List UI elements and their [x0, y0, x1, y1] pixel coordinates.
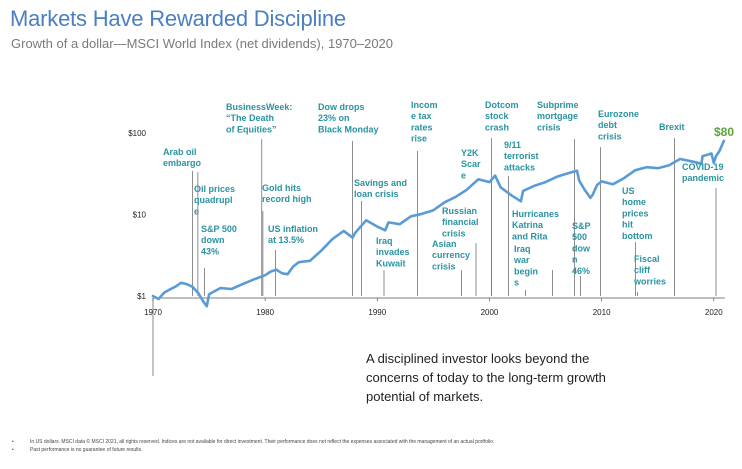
annotation-label: Iraq war begin s: [513, 244, 538, 288]
annotation-labels: Arab oil embargo Oil prices quadrupl e S&P 50…: [163, 100, 724, 288]
annotation-label: Iraq invades Kuwait: [376, 236, 410, 268]
x-tick-label: 2020: [705, 308, 723, 317]
annotation-label: Russian financial crisis: [442, 206, 479, 238]
annotation-label: Eurozone debt crisis: [598, 109, 639, 141]
annotation-label: Y2K Scar e: [461, 148, 481, 180]
annotation-label: COVID-19 pandemic: [682, 162, 724, 183]
annotation-lines: [192, 138, 717, 296]
annotation-label: Dow drops 23% on Black Monday: [318, 102, 379, 134]
annotation-label: S&P 500 down 43%: [201, 224, 237, 256]
y-tick-label: $1: [137, 292, 146, 301]
x-tick-label: 2010: [593, 308, 611, 317]
annotation-label: Incom e tax rates rise: [411, 100, 438, 144]
chart-title: Markets Have Rewarded Discipline: [10, 6, 346, 31]
series-layer: $80: [151, 125, 734, 308]
annotation-label: Dotcom stock crash: [485, 100, 519, 132]
x-tick-label: 1970: [144, 308, 162, 317]
annotation-label: Oil prices quadrupl e: [194, 184, 235, 216]
x-tick-label: 2000: [481, 308, 499, 317]
annotation-label: 9/11 terrorist attacks: [504, 140, 539, 172]
annotation-label: Fiscal cliff worries: [633, 254, 666, 286]
annotation-label: Subprime mortgage crisis: [537, 100, 579, 132]
annotation-label: S&P 500 dow n 46%: [572, 221, 591, 276]
footnote-1: • In US dollars. MSCI data © MSCI 2021, a…: [12, 439, 495, 445]
x-tick-label: 1980: [256, 308, 274, 317]
chart-axes: $1 $10 $100 1970 1980 1990 2000 2010 2020: [128, 129, 725, 376]
footnote-2: • Past performance is no guarantee of fut…: [12, 447, 143, 453]
series-line: [151, 139, 726, 308]
footnote-2-text: Past performance is no guarantee of futu…: [30, 447, 143, 453]
footnote-1-text: In US dollars. MSCI data © MSCI 2021, al…: [30, 439, 495, 445]
annotation-label: Gold hits record high: [262, 183, 312, 204]
y-tick-label: $10: [133, 211, 147, 220]
end-value-label: $80: [714, 125, 734, 139]
annotation-label: Asian currency crisis: [432, 239, 470, 271]
annotation-label: Savings and loan crisis: [354, 178, 407, 199]
footnotes: • In US dollars. MSCI data © MSCI 2021, a…: [12, 438, 494, 454]
y-tick-label: $100: [128, 129, 146, 138]
annotation-label: Brexit: [659, 122, 685, 132]
x-tick-label: 1990: [368, 308, 386, 317]
annotation-label: Hurricanes Katrina and Rita: [512, 209, 559, 241]
annotation-label: US inflation at 13.5%: [268, 224, 318, 245]
callout-text: A disciplined investor looks beyond the …: [366, 351, 606, 404]
annotation-label: US home prices hit bottom: [622, 186, 653, 241]
annotation-label: BusinessWeek: “The Death of Equities”: [226, 102, 292, 134]
chart-subtitle: Growth of a dollar—MSCI World Index (net…: [11, 36, 394, 51]
annotation-label: Arab oil embargo: [163, 147, 202, 168]
